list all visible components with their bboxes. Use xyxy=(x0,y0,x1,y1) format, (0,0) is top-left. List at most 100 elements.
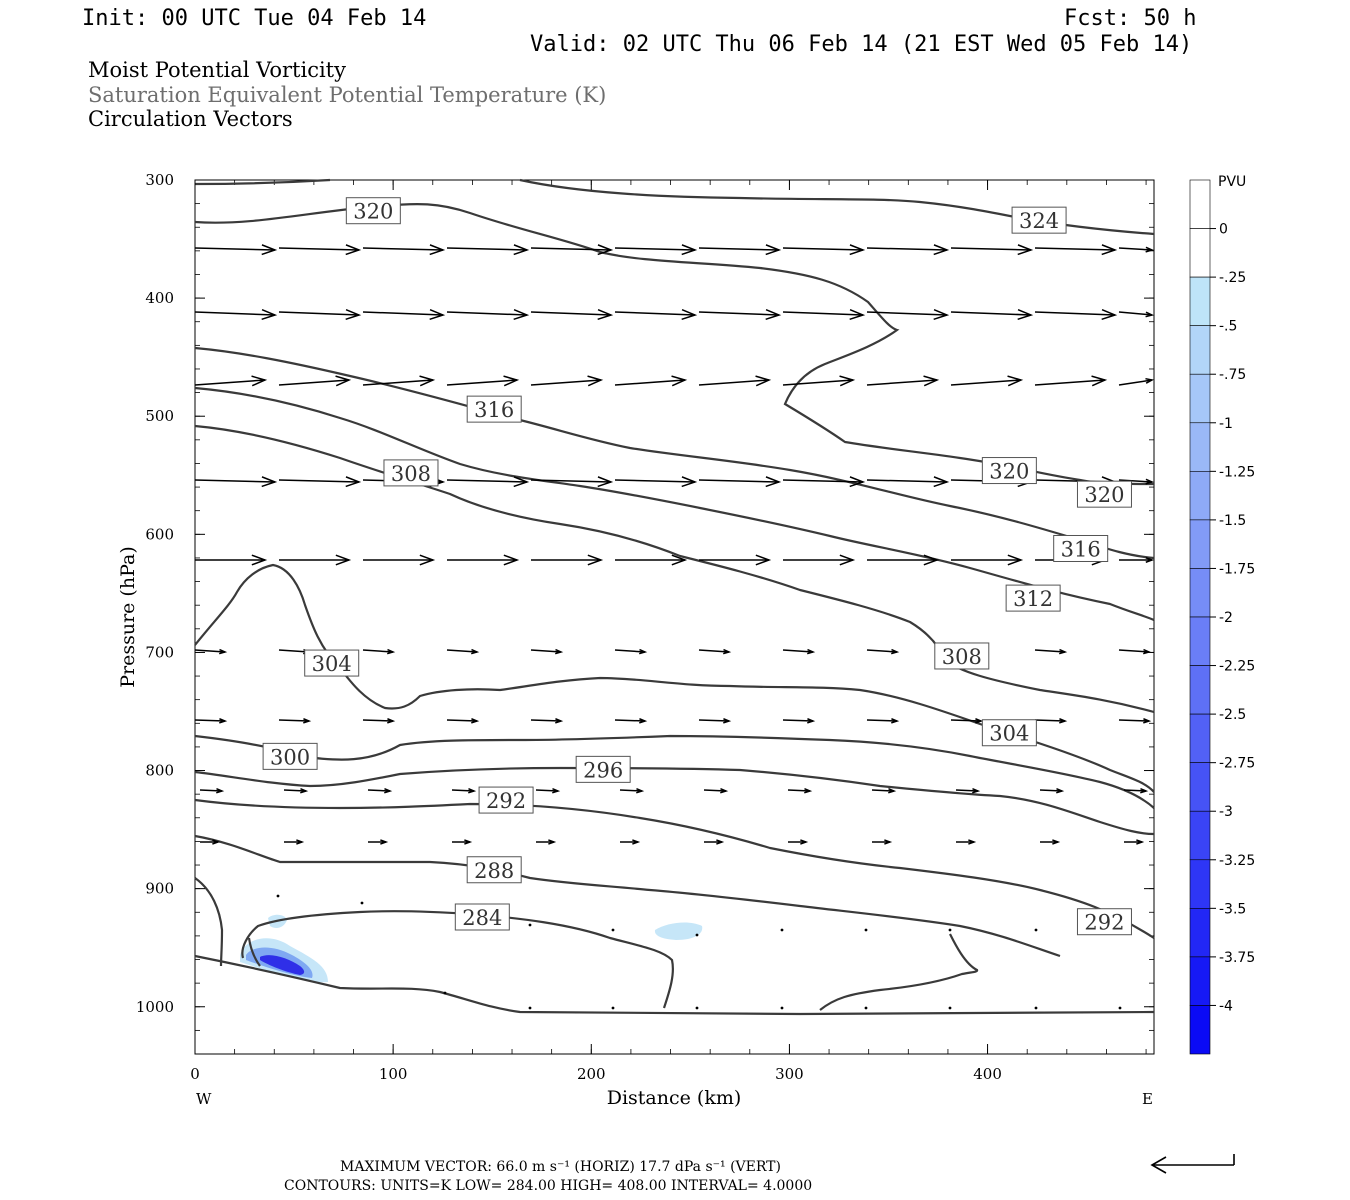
wind-vector xyxy=(950,244,1034,256)
contour-label-box xyxy=(478,786,534,814)
contour-284 xyxy=(241,910,979,1011)
wind-vector xyxy=(1034,648,1068,655)
wind-vector xyxy=(614,648,648,655)
contour-label-box xyxy=(1005,584,1061,612)
wind-vector xyxy=(278,718,312,724)
contour-label-box xyxy=(1053,534,1109,562)
contour-label: 304 xyxy=(312,652,352,676)
wind-vector xyxy=(199,787,225,794)
wind-vector xyxy=(446,375,520,387)
contour-label-box xyxy=(575,755,631,783)
wind-vector xyxy=(1034,375,1108,387)
wind-vector xyxy=(535,787,561,794)
colorbar-label: -3.25 xyxy=(1219,853,1255,869)
wind-vector xyxy=(782,718,816,724)
contour-label-box xyxy=(1076,480,1132,508)
wind-vector xyxy=(703,787,729,794)
theta-es-contours xyxy=(194,178,1155,1016)
x-axis-ticks: 0 100 200 300 400 xyxy=(190,180,1002,1083)
wind-vector xyxy=(956,839,977,845)
y-tick-label: 1000 xyxy=(136,998,174,1016)
contour-304-loop xyxy=(194,563,1155,793)
colorbar-swatch xyxy=(1189,276,1211,326)
wind-vector xyxy=(362,648,396,655)
wind-vector xyxy=(194,718,228,724)
wind-vector xyxy=(279,554,352,566)
contour-label-box xyxy=(981,719,1037,747)
contour-label: 308 xyxy=(942,645,982,669)
wind-vector xyxy=(698,309,782,321)
wind-vector xyxy=(782,375,856,387)
colorbar-swatch xyxy=(1189,179,1211,229)
colorbar-label: -4 xyxy=(1219,998,1233,1014)
wind-vector xyxy=(446,648,480,655)
x-tick-label: 300 xyxy=(775,1065,804,1083)
init-time: Init: 00 UTC Tue 04 Feb 14 xyxy=(82,6,426,31)
wind-vector xyxy=(278,476,362,488)
colorbar-unit: PVU xyxy=(1218,174,1246,190)
wind-vector xyxy=(788,839,809,845)
wind-vector xyxy=(866,648,900,655)
colorbar-swatch xyxy=(1189,908,1211,958)
contour-label-box xyxy=(934,642,990,670)
wind-vector xyxy=(194,648,228,655)
wind-vector xyxy=(530,648,564,655)
colorbar-swatch xyxy=(1189,228,1211,278)
wind-vector xyxy=(195,554,268,566)
contour-label: 300 xyxy=(270,745,310,769)
weak-vector-dot xyxy=(948,1006,952,1010)
wind-vector xyxy=(531,554,604,566)
wind-vector xyxy=(451,787,477,794)
weak-vector-dot xyxy=(948,928,952,932)
wind-vector xyxy=(1123,787,1149,794)
contour-288 xyxy=(194,834,1061,958)
contour-label: 320 xyxy=(1084,483,1124,507)
wind-vector xyxy=(614,309,698,321)
wind-vector xyxy=(704,839,725,845)
wind-vector xyxy=(614,718,648,724)
weak-vector-dot xyxy=(780,928,784,932)
wind-vector xyxy=(283,787,309,794)
colorbar-label: -2 xyxy=(1219,610,1233,626)
contour-label-box xyxy=(466,395,522,423)
wind-vector xyxy=(362,309,446,321)
wind-vector xyxy=(362,244,446,256)
ground-line xyxy=(194,954,1155,1016)
wind-vector xyxy=(530,309,614,321)
contour-label: 292 xyxy=(1084,911,1124,935)
wind-vector xyxy=(278,375,352,387)
weak-vector-dot xyxy=(695,933,699,937)
contour-ground-fold xyxy=(247,937,261,967)
weak-vector-dot xyxy=(528,1006,532,1010)
contour-296 xyxy=(194,766,1155,836)
wind-vector xyxy=(367,787,393,794)
wind-vector xyxy=(446,476,530,488)
weak-vector-dot xyxy=(864,1006,868,1010)
y-tick-label: 300 xyxy=(145,171,174,189)
contour-label: 292 xyxy=(486,789,526,813)
contour-label-box xyxy=(1076,908,1132,936)
mpv-area-3 xyxy=(654,922,703,940)
weak-vector-dot xyxy=(528,923,532,927)
x-tick-label: 0 xyxy=(190,1065,200,1083)
colorbar-swatch xyxy=(1189,762,1211,812)
wind-vector xyxy=(530,244,614,256)
title-mpv: Moist Potential Vorticity xyxy=(88,58,346,82)
wind-vector xyxy=(278,309,362,321)
valid-time: Valid: 02 UTC Thu 06 Feb 14 (21 EST Wed … xyxy=(530,32,1192,57)
y-tick-label: 900 xyxy=(145,880,174,898)
y-tick-label: 400 xyxy=(145,289,174,307)
wind-vector xyxy=(698,718,732,724)
contour-label-box xyxy=(454,903,510,931)
colorbar-swatch xyxy=(1189,713,1211,763)
contour-label: 304 xyxy=(989,722,1029,746)
contour-label: 284 xyxy=(462,906,502,930)
colorbar-swatch xyxy=(1189,471,1211,521)
wind-vector xyxy=(614,375,688,387)
contour-308-upper xyxy=(194,424,1155,714)
x-tick-label: 100 xyxy=(379,1065,408,1083)
weak-vector-dot xyxy=(443,991,447,995)
wind-vector xyxy=(1034,309,1118,321)
wind-vector xyxy=(782,476,866,488)
contour-label-box xyxy=(262,742,318,770)
